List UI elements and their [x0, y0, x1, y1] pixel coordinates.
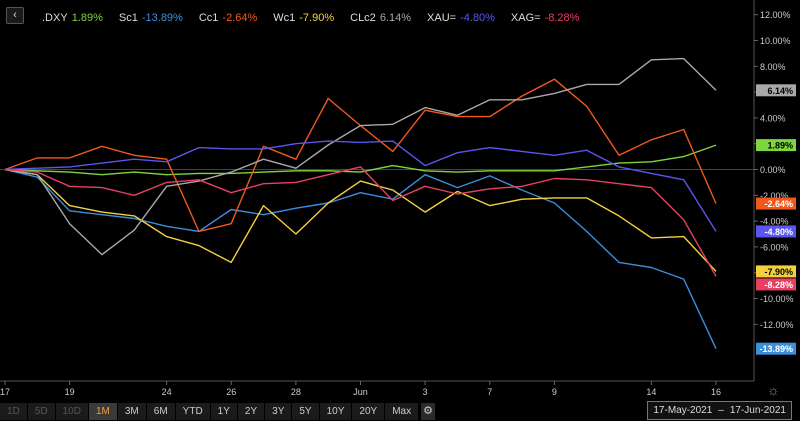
y-tick-label: 4.00%	[760, 113, 786, 123]
legend-item[interactable]: Sc1 -13.89%	[119, 12, 183, 24]
chart-legend: .DXY 1.89% Sc1 -13.89% Cc1 -2.64% Wc1 -7.90% CLc…	[42, 12, 595, 24]
series-line-wc1	[4, 168, 717, 272]
range-button-6m[interactable]: 6M	[146, 402, 176, 420]
series-line-sc1	[4, 168, 717, 349]
legend-change: -8.28%	[544, 12, 580, 24]
legend-change: -7.90%	[299, 12, 335, 24]
legend-symbol: XAU=	[427, 12, 457, 24]
series-end-label: -7.90%	[756, 265, 796, 278]
x-tick-label: 7	[487, 387, 492, 397]
range-button-3m[interactable]: 3M	[117, 402, 147, 420]
series-end-flag	[756, 225, 796, 238]
date-to: 17-Jun-2021	[729, 405, 786, 416]
range-button-1m[interactable]: 1M	[88, 402, 118, 420]
series-end-flag	[756, 265, 796, 278]
y-tick-label: -4.00%	[760, 217, 789, 227]
series-end-value: -8.28%	[764, 280, 793, 290]
x-tick-label: 24	[162, 387, 172, 397]
series-end-value: -7.90%	[764, 267, 793, 277]
legend-item[interactable]: XAU= -4.80%	[427, 12, 495, 24]
series-end-label: -4.80%	[756, 225, 796, 238]
y-tick-label: 12.00%	[760, 10, 791, 20]
series-end-value: -13.89%	[759, 344, 793, 354]
range-button-20y[interactable]: 20Y	[352, 402, 386, 420]
range-toolbar: 1D 5D 10D 1M 3M 6M YTD 1Y 2Y 3Y 5Y 10Y 20Y Max ⚙	[0, 401, 800, 421]
x-tick-label: 28	[291, 387, 301, 397]
range-button-1y[interactable]: 1Y	[210, 402, 238, 420]
series-line-clc2	[4, 57, 717, 256]
x-tick-label: 19	[65, 387, 75, 397]
legend-item[interactable]: Wc1 -7.90%	[273, 12, 334, 24]
x-tick-label: 14	[646, 387, 656, 397]
y-tick-label: -2.00%	[760, 191, 789, 201]
range-button-5d: 5D	[27, 402, 56, 420]
range-button-2y[interactable]: 2Y	[237, 402, 266, 420]
series-line-cc1	[4, 78, 717, 233]
legend-item[interactable]: CLc2 6.14%	[350, 12, 411, 24]
series-end-label: -8.28%	[756, 278, 796, 291]
range-button-max[interactable]: Max	[385, 402, 420, 420]
gear-icon[interactable]: ☼	[767, 382, 780, 398]
date-from: 17-May-2021	[653, 405, 713, 416]
range-button-3y[interactable]: 3Y	[265, 402, 293, 420]
legend-change: -2.64%	[222, 12, 258, 24]
y-tick-label: -6.00%	[760, 242, 789, 252]
date-range-picker[interactable]: 17-May-2021–17-Jun-2021	[647, 401, 792, 420]
series-line-xau	[4, 140, 717, 232]
series-end-flag	[756, 197, 796, 210]
legend-symbol: CLc2	[350, 12, 376, 24]
series-end-label: -2.64%	[756, 197, 796, 210]
series-end-flag	[756, 84, 796, 97]
series-end-flag	[756, 342, 796, 355]
y-tick-label: -10.00%	[760, 294, 794, 304]
series-end-label: 6.14%	[756, 84, 796, 97]
legend-symbol: Sc1	[118, 12, 138, 24]
date-separator: –	[718, 405, 724, 416]
x-tick-label: 17	[0, 387, 10, 397]
series-end-value: 6.14%	[767, 86, 793, 96]
series-line-xag	[4, 166, 717, 277]
series-end-label: -13.89%	[756, 342, 796, 355]
legend-change: 6.14%	[379, 12, 412, 24]
legend-change: 1.89%	[71, 12, 103, 24]
settings-gear-icon[interactable]: ⚙	[421, 402, 436, 420]
series-line-dxy	[4, 144, 717, 176]
legend-item[interactable]: .DXY 1.89%	[42, 12, 103, 24]
legend-change: -13.89%	[141, 12, 183, 24]
legend-symbol: Wc1	[273, 12, 296, 24]
series-end-flag	[756, 278, 796, 291]
back-button[interactable]: ‹	[6, 7, 24, 24]
legend-item[interactable]: XAG= -8.28%	[511, 12, 580, 24]
series-end-value: 1.89%	[767, 141, 793, 151]
x-tick-label: 9	[552, 387, 557, 397]
legend-symbol: .DXY	[42, 12, 68, 24]
x-tick-label: 16	[711, 387, 721, 397]
range-button-5y[interactable]: 5Y	[292, 402, 320, 420]
range-button-ytd[interactable]: YTD	[175, 402, 211, 420]
x-tick-label: 26	[226, 387, 236, 397]
y-tick-label: 8.00%	[760, 62, 786, 72]
legend-symbol: Cc1	[198, 12, 219, 24]
y-tick-label: -12.00%	[760, 320, 794, 330]
range-button-10d: 10D	[55, 402, 89, 420]
legend-symbol: XAG=	[510, 12, 541, 24]
x-tick-label: Jun	[353, 387, 368, 397]
series-end-value: -2.64%	[764, 199, 793, 209]
range-button-1d: 1D	[0, 402, 28, 420]
range-button-10y[interactable]: 10Y	[319, 402, 353, 420]
x-tick-label: 3	[423, 387, 428, 397]
legend-item[interactable]: Cc1 -2.64%	[199, 12, 257, 24]
series-end-flag	[756, 139, 796, 152]
y-tick-label: 10.00%	[760, 36, 791, 46]
series-end-label: 1.89%	[756, 139, 796, 152]
y-tick-label: 0.00%	[760, 165, 786, 175]
legend-change: -4.80%	[460, 12, 495, 24]
series-end-value: -4.80%	[764, 227, 793, 237]
